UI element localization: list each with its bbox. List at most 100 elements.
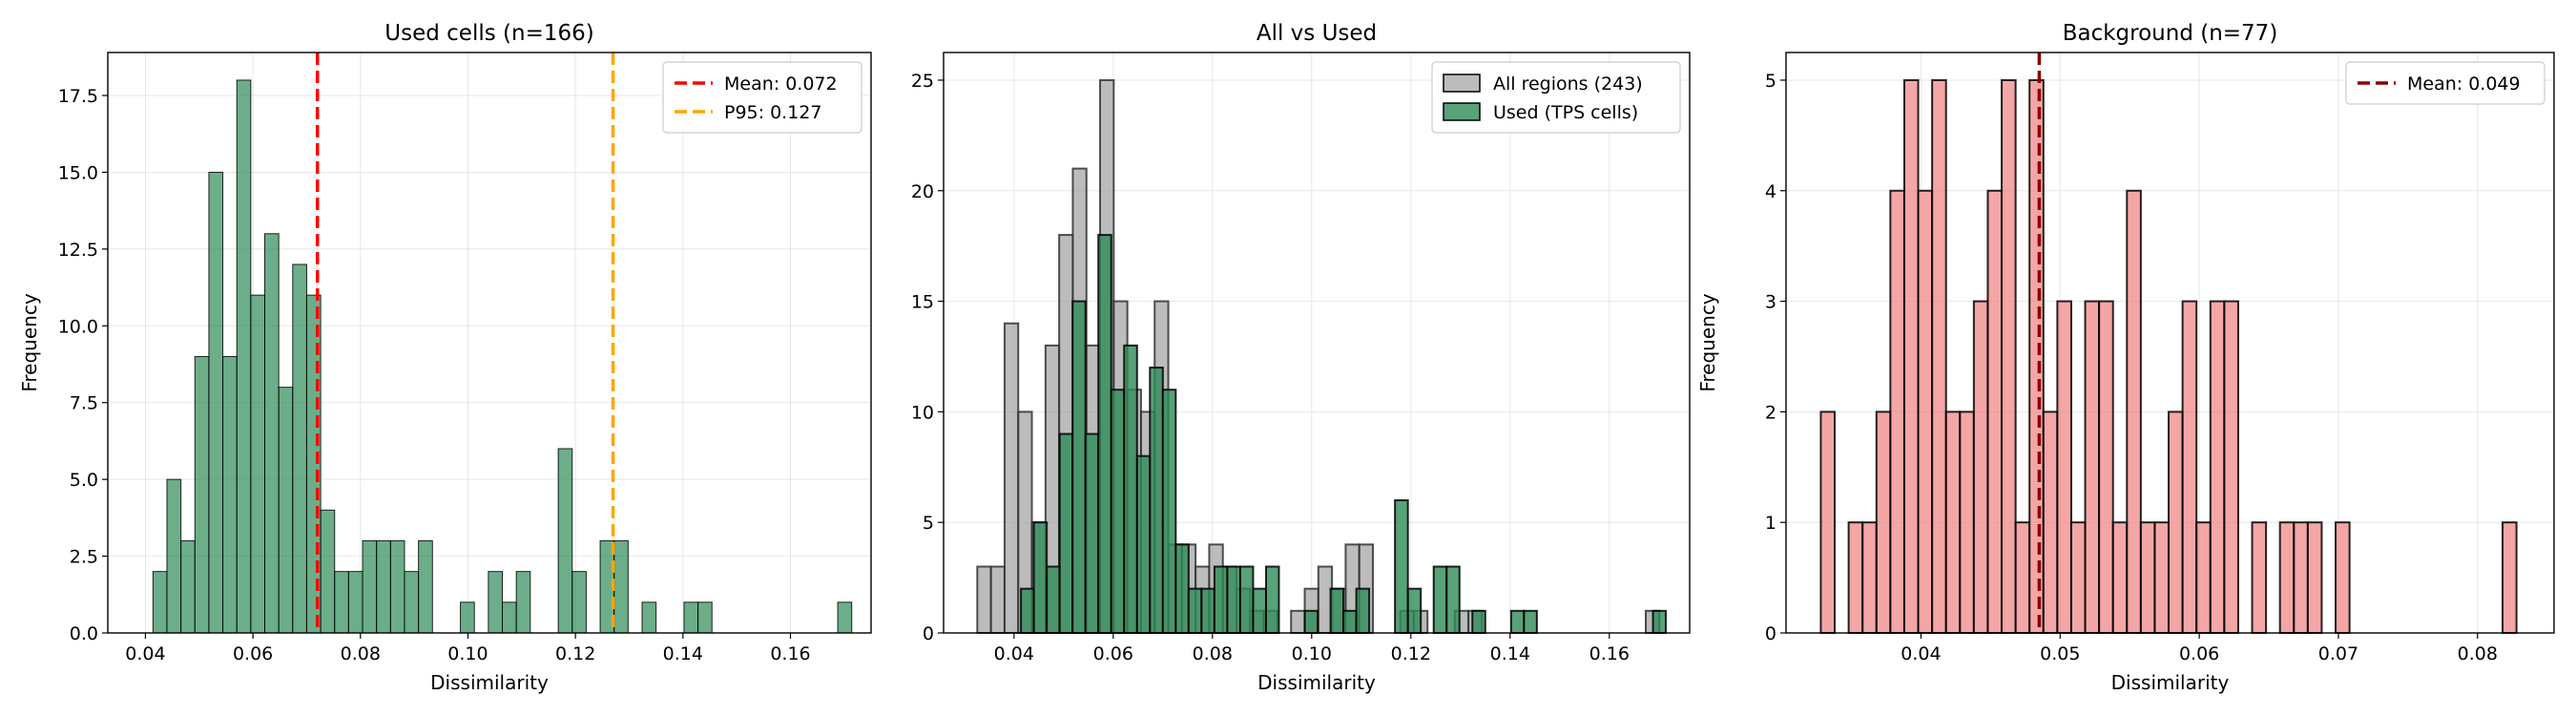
x-axis-label: Dissimilarity (1257, 671, 1376, 694)
histogram-bar (697, 601, 713, 634)
y-tick-label: 2.5 (70, 547, 98, 568)
histogram-bar (152, 571, 168, 634)
legend: Mean: 0.049 (2345, 61, 2545, 105)
panel-background: 0.04 0.05 0.06 0.07 0.08 0 1 2 3 4 5 Background (n=… (1696, 21, 2555, 694)
histogram-bar (1238, 565, 1255, 634)
histogram-bar (2502, 521, 2518, 635)
legend: Mean: 0.072 P95: 0.127 (662, 61, 862, 134)
y-tick-label: 10 (911, 402, 934, 423)
histogram-bar (502, 601, 517, 634)
x-tick-label: 0.12 (1391, 643, 1431, 664)
y-tick-label: 12.5 (58, 240, 98, 261)
x-tick-label: 0.07 (2318, 643, 2358, 664)
histogram-bar (460, 601, 475, 634)
histogram-bar (2335, 521, 2351, 635)
histogram-bar (1135, 454, 1152, 635)
histogram-bar (488, 571, 504, 634)
y-tick-label: 3 (1765, 292, 1776, 313)
histogram-bar (1819, 411, 1837, 634)
histogram-bar (1355, 587, 1371, 635)
histogram-bar (2001, 78, 2017, 634)
y-tick-label: 0.0 (70, 623, 98, 644)
histogram-bar (1861, 521, 1878, 635)
series-0 (1819, 78, 2518, 635)
y-tick-label: 5.0 (70, 470, 98, 491)
histogram-bar (2223, 300, 2239, 634)
x-tick-label: 0.10 (447, 643, 488, 664)
histogram-bar (1986, 189, 2004, 634)
histogram-bar (515, 571, 531, 634)
histogram-bar (2098, 300, 2114, 634)
axes-frame (1785, 52, 2555, 634)
histogram-bar (222, 355, 238, 634)
histogram-bar (613, 539, 629, 634)
y-tick-label: 5 (923, 513, 934, 534)
histogram-bar (641, 601, 657, 634)
histogram-bar (236, 79, 252, 634)
histogram-bar (1252, 587, 1267, 635)
histogram-bar (180, 539, 196, 634)
histogram-bar (1406, 587, 1423, 635)
histogram-bar (1200, 587, 1215, 635)
histogram-bar (1058, 432, 1074, 634)
histogram-bar (2251, 521, 2268, 635)
legend: All regions (243) Used (TPS cells) (1431, 61, 1681, 134)
y-tick-label: 15 (911, 292, 934, 313)
x-tick-label: 0.08 (341, 643, 381, 664)
histogram-bar (292, 263, 307, 634)
histogram-bar (166, 478, 182, 634)
histogram-bar (1931, 78, 1947, 634)
histogram-bar (1161, 389, 1177, 634)
histogram-bar (1523, 609, 1538, 634)
histogram-bar (976, 565, 992, 634)
series-1 (1020, 234, 1668, 635)
histogram-bar (250, 294, 266, 634)
y-tick-label: 10.0 (58, 316, 98, 337)
legend-box (662, 61, 862, 134)
chart-title: Used cells (n=166) (384, 21, 593, 46)
histogram-bar (1902, 78, 1920, 634)
histogram-bar (1972, 300, 1989, 634)
x-tick-label: 0.14 (663, 643, 703, 664)
legend-patch-swatch (1443, 74, 1481, 93)
x-tick-label: 0.10 (1292, 643, 1332, 664)
panel-all-vs-used: 0.04 0.06 0.08 0.10 0.12 0.14 0.16 0 5 10 15 20 25 Al… (911, 21, 1691, 694)
histogram-bar (2042, 411, 2059, 634)
histogram-bar (1149, 367, 1164, 634)
x-tick-label: 0.08 (2458, 643, 2498, 664)
chart-title: All vs Used (1257, 21, 1377, 46)
y-tick-label: 0 (1765, 623, 1776, 644)
histogram-bar (2181, 300, 2198, 634)
histogram-bar (1187, 587, 1203, 635)
histogram-bar (837, 601, 853, 634)
x-tick-label: 0.04 (125, 643, 165, 664)
histogram-bar (404, 571, 420, 634)
histogram-bar (1226, 565, 1241, 634)
x-tick-label: 0.06 (233, 643, 273, 664)
x-tick-label: 0.04 (1901, 643, 1941, 664)
histogram-bar (1084, 432, 1100, 634)
x-tick-label: 0.05 (2040, 643, 2080, 664)
histogram-bar (1303, 609, 1319, 634)
x-tick-label: 0.16 (770, 643, 810, 664)
histogram-bar (989, 565, 1006, 634)
legend-box (1431, 61, 1681, 134)
histogram-bar (2056, 300, 2072, 634)
histogram-bar (2195, 521, 2212, 635)
histogram-bar (1432, 565, 1448, 634)
histogram-bar (1032, 521, 1049, 635)
histogram-bar (1123, 344, 1138, 634)
histogram-bar (1046, 565, 1061, 634)
histogram-bar (1003, 322, 1020, 634)
legend-label: Used (TPS cells) (1493, 102, 1638, 123)
histogram-bar (334, 571, 349, 634)
x-tick-label: 0.14 (1490, 643, 1530, 664)
histogram-bar (2028, 78, 2045, 634)
histogram-bar (362, 539, 378, 634)
x-tick-label: 0.06 (1093, 643, 1133, 664)
x-tick-label: 0.08 (1193, 643, 1233, 664)
panel-used-cells: 0.04 0.06 0.08 0.10 0.12 0.14 0.16 0.0 2.5 5.0 7.5… (18, 21, 872, 694)
histogram-bar (1471, 609, 1486, 634)
histogram-bar (1889, 189, 1905, 634)
